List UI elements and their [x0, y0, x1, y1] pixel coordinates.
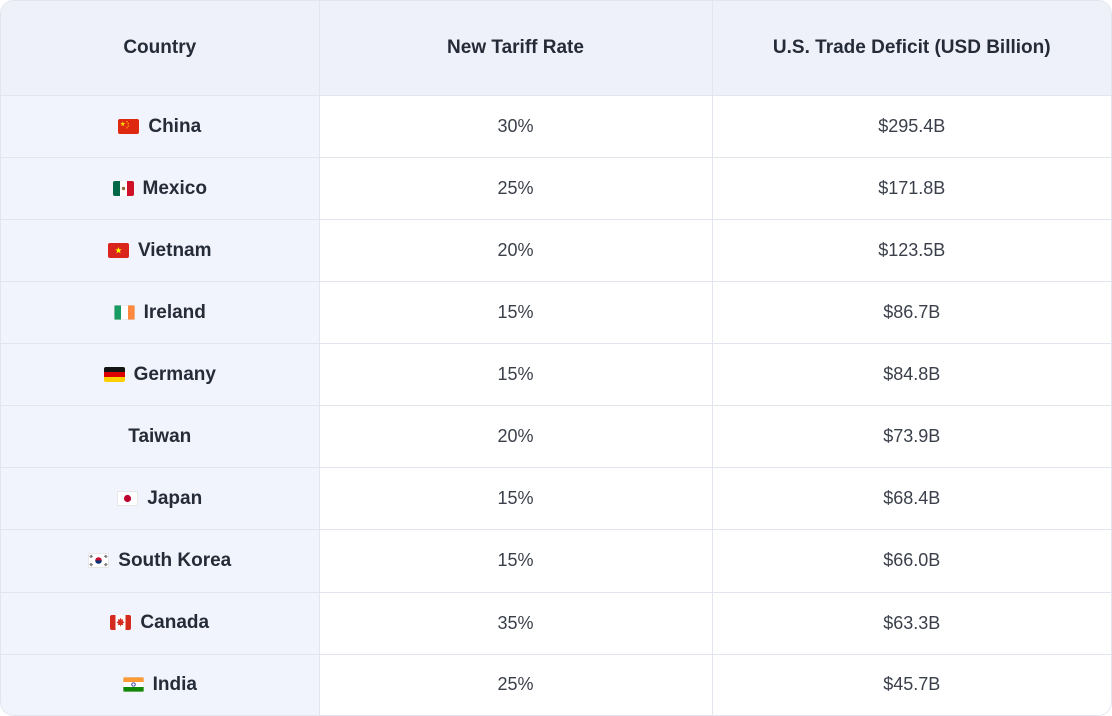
trade-deficit-cell: $63.3B	[711, 592, 1111, 655]
column-header-trade-deficit: U.S. Trade Deficit (USD Billion)	[711, 1, 1111, 96]
table-body: China 30% $295.4B Mexico 25% $171.8B Vietnam 20…	[1, 95, 1111, 715]
country-cell: South Korea	[1, 529, 319, 593]
tariff-rate-cell: 15%	[318, 529, 712, 593]
table-row: Taiwan 20% $73.9B	[1, 405, 1111, 469]
trade-deficit-cell: $295.4B	[711, 95, 1111, 159]
trade-deficit-cell: $84.8B	[711, 343, 1111, 407]
table-row: Vietnam 20% $123.5B	[1, 219, 1111, 283]
country-cell: Germany	[1, 343, 319, 407]
country-name: Japan	[147, 487, 203, 509]
tariff-rate-cell: 20%	[318, 219, 712, 283]
trade-deficit-cell: $45.7B	[711, 654, 1111, 715]
trade-deficit-cell: $66.0B	[711, 529, 1111, 593]
country-cell: Mexico	[1, 157, 319, 221]
country-cell: Canada	[1, 592, 319, 655]
country-name: South Korea	[118, 549, 232, 571]
country-name: China	[148, 115, 202, 137]
table-row: Japan 15% $68.4B	[1, 467, 1111, 531]
tariff-rate-cell: 15%	[318, 281, 712, 345]
flag-china-icon	[118, 118, 140, 134]
country-cell: Ireland	[1, 281, 319, 345]
country-name: Canada	[140, 612, 210, 634]
flag-japan-icon	[117, 490, 139, 506]
header-row: Country New Tariff Rate U.S. Trade Defic…	[1, 1, 1111, 96]
trade-deficit-cell: $123.5B	[711, 219, 1111, 283]
flag-germany-icon	[103, 366, 125, 382]
trade-deficit-cell: $73.9B	[711, 405, 1111, 469]
column-header-tariff-rate: New Tariff Rate	[318, 1, 712, 96]
flag-india-icon	[122, 676, 144, 692]
country-name: Mexico	[142, 177, 207, 199]
tariff-rate-cell: 30%	[318, 95, 712, 159]
table-row: Germany 15% $84.8B	[1, 343, 1111, 407]
country-cell: India	[1, 654, 319, 715]
flag-canada-icon	[110, 615, 132, 631]
table-row: China 30% $295.4B	[1, 95, 1111, 159]
trade-deficit-cell: $86.7B	[711, 281, 1111, 345]
table-row: South Korea 15% $66.0B	[1, 529, 1111, 593]
tariff-rate-cell: 20%	[318, 405, 712, 469]
table-row: India 25% $45.7B	[1, 654, 1111, 715]
country-name: Vietnam	[137, 239, 212, 261]
table-row: Mexico 25% $171.8B	[1, 157, 1111, 221]
flag-south-korea-icon	[88, 552, 110, 568]
tariff-rate-cell: 25%	[318, 157, 712, 221]
flag-ireland-icon	[113, 304, 135, 320]
country-cell: Vietnam	[1, 219, 319, 283]
country-cell: China	[1, 95, 319, 159]
country-name: Ireland	[143, 301, 206, 323]
trade-deficit-cell: $68.4B	[711, 467, 1111, 531]
tariff-rate-cell: 15%	[318, 467, 712, 531]
country-name: Germany	[133, 363, 216, 385]
tariff-rate-cell: 25%	[318, 654, 712, 715]
tariff-rate-cell: 15%	[318, 343, 712, 407]
tariff-rate-cell: 35%	[318, 592, 712, 655]
flag-vietnam-icon	[107, 242, 129, 258]
flag-mexico-icon	[112, 180, 134, 196]
table-row: Canada 35% $63.3B	[1, 592, 1111, 655]
table-row: Ireland 15% $86.7B	[1, 281, 1111, 345]
country-cell: Japan	[1, 467, 319, 531]
column-header-country: Country	[1, 1, 319, 96]
trade-deficit-cell: $171.8B	[711, 157, 1111, 221]
country-name: Taiwan	[128, 425, 192, 447]
country-name: India	[152, 673, 197, 695]
table-header: Country New Tariff Rate U.S. Trade Defic…	[1, 1, 1111, 96]
country-cell: Taiwan	[1, 405, 319, 469]
